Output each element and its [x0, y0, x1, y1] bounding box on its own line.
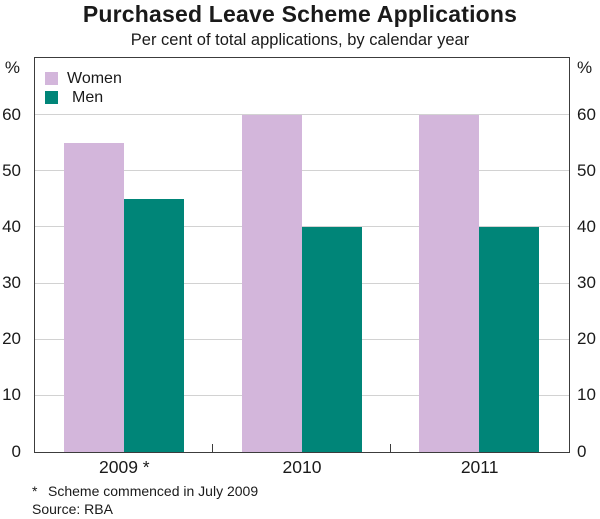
- legend-swatch-men: [45, 91, 58, 104]
- x-axis-tick: [211, 444, 214, 452]
- y-tick-label-left-60: 60: [2, 104, 21, 124]
- legend-item-men: Men: [45, 88, 122, 107]
- legend-item-women: Women: [45, 69, 122, 88]
- y-tick-label-left-20: 20: [2, 329, 21, 349]
- y-tick-label-left-0: 0: [11, 441, 21, 461]
- plot-area: Women Men: [34, 57, 570, 453]
- footnote-marker: *: [32, 483, 38, 499]
- y-tick-label-left-30: 30: [2, 273, 21, 293]
- footnote: * Scheme commenced in July 2009: [32, 482, 258, 500]
- chart-title: Purchased Leave Scheme Applications: [82, 1, 518, 27]
- y-axis-unit-left: %: [4, 58, 20, 77]
- y-axis-unit-right: %: [577, 58, 593, 77]
- y-tick-label-left-50: 50: [2, 160, 21, 180]
- legend-label-men: Men: [72, 89, 104, 106]
- y-tick-label-right-0: 0: [577, 441, 587, 461]
- x-axis-tick: [389, 444, 392, 452]
- bar-men-2010: [301, 227, 362, 452]
- y-tick-label-right-40: 40: [577, 216, 596, 236]
- bar-women-2010: [241, 115, 302, 452]
- x-label-2010: 2010: [282, 457, 322, 477]
- y-tick-label-right-20: 20: [577, 329, 596, 349]
- y-tick-label-right-10: 10: [577, 385, 596, 405]
- x-label-2009: 2009 *: [99, 457, 150, 477]
- y-tick-label-left-10: 10: [2, 385, 21, 405]
- source-note: Source: RBA: [32, 501, 113, 517]
- x-label-2011: 2011: [460, 457, 499, 477]
- y-tick-label-right-50: 50: [577, 160, 596, 180]
- gridline-40: [35, 226, 569, 228]
- bar-men-2011: [479, 227, 540, 452]
- legend-swatch-women: [45, 72, 58, 85]
- y-tick-label-left-40: 40: [2, 216, 21, 236]
- y-tick-label-right-30: 30: [577, 273, 596, 293]
- gridline-60: [35, 114, 569, 116]
- gridline-50: [35, 170, 569, 172]
- legend-label-women: Women: [67, 70, 122, 87]
- legend: Women Men: [45, 69, 122, 107]
- y-tick-label-right-60: 60: [577, 104, 596, 124]
- chart-subtitle: Per cent of total applications, by calen…: [130, 31, 470, 49]
- bar-women-2009: [63, 143, 124, 452]
- bar-women-2011: [419, 115, 480, 452]
- footnote-text: Scheme commenced in July 2009: [48, 483, 259, 499]
- bar-men-2009: [123, 199, 184, 452]
